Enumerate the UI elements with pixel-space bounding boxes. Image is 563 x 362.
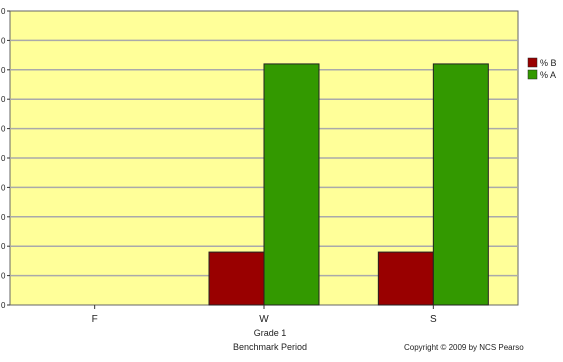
x-axis-label-line-1: Grade 1 (254, 328, 287, 338)
y-tick-label: 0 (1, 272, 6, 281)
y-tick-label: 0 (1, 183, 6, 192)
bar-a-w (263, 63, 320, 306)
legend-label: % A (540, 70, 556, 80)
bars (208, 63, 489, 306)
bar-b-s (377, 251, 434, 306)
y-axis: 0 0 0 0 0 0 0 0 0 0 0 (1, 7, 10, 310)
legend: % B % A (527, 57, 557, 80)
legend-label: % B (540, 58, 557, 68)
x-axis-label-line-2: Benchmark Period (233, 342, 307, 352)
legend-swatch (527, 57, 538, 68)
copyright-text: Copyright © 2009 by NCS Pearso (404, 343, 524, 352)
y-tick-label: 0 (1, 154, 6, 163)
y-tick-label: 0 (1, 36, 6, 45)
x-tick-label: S (430, 314, 437, 325)
y-tick-label: 0 (1, 125, 6, 134)
y-tick-label: 0 (1, 301, 6, 310)
y-tick-label: 0 (1, 7, 6, 16)
y-tick-label: 0 (1, 242, 6, 251)
y-tick-label: 0 (1, 95, 6, 104)
y-tick-label: 0 (1, 213, 6, 222)
y-tick-label: 0 (1, 66, 6, 75)
bar-a-s (432, 63, 489, 306)
x-tick-label: F (92, 314, 98, 325)
x-tick-label: W (259, 314, 269, 325)
bar-b-w (208, 251, 265, 306)
legend-swatch (527, 69, 538, 80)
